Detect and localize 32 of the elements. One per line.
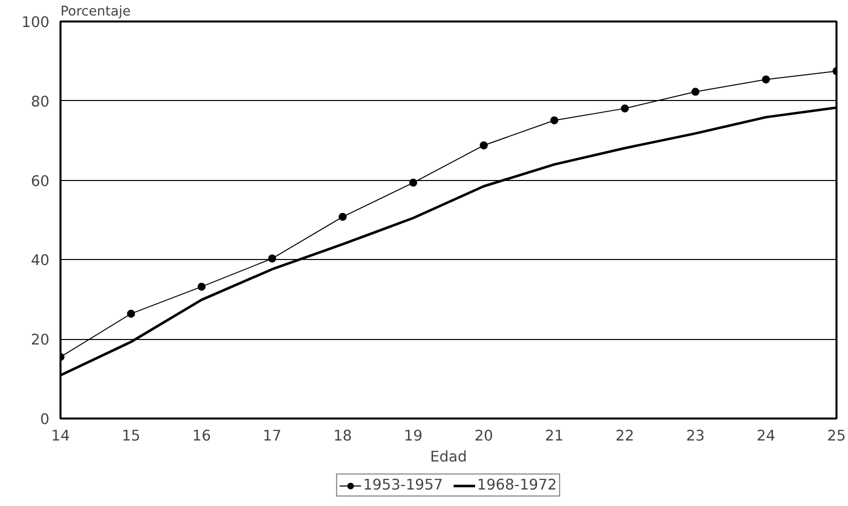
x-tick-label: 14 <box>51 428 70 444</box>
x-tick-label: 23 <box>686 428 705 444</box>
legend-label: 1968-1972 <box>477 476 557 494</box>
x-tick-label: 24 <box>756 428 776 444</box>
y-tick-label: 60 <box>30 172 50 190</box>
x-tick-label: 19 <box>404 428 423 444</box>
point <box>338 212 347 221</box>
point <box>198 282 206 291</box>
point <box>691 88 700 96</box>
x-axis-title: Edad <box>430 448 467 466</box>
y-tick-label: 80 <box>30 93 50 110</box>
point <box>762 75 770 84</box>
y-tick-label: 0 <box>40 411 50 428</box>
x-tick-label: 20 <box>474 428 494 444</box>
point <box>268 254 276 262</box>
x-tick-label: 16 <box>192 428 211 444</box>
x-tick-label: 18 <box>333 428 352 444</box>
x-tick-label: 17 <box>262 428 282 444</box>
x-tick-label: 15 <box>122 428 140 444</box>
point <box>620 104 629 112</box>
point <box>127 310 136 318</box>
x-tick-label: 25 <box>827 428 846 444</box>
y-tick-label: 20 <box>30 332 50 349</box>
legend-label: 1953-1957 <box>363 476 443 494</box>
point <box>550 116 558 124</box>
x-tick-label: 22 <box>616 428 634 444</box>
y-tick-label: 100 <box>22 14 50 31</box>
y-tick-label: 40 <box>30 252 50 270</box>
y-axis-title: Porcentaje <box>60 4 131 20</box>
point <box>409 178 418 187</box>
x-tick-label: 21 <box>544 428 564 444</box>
point <box>480 141 488 150</box>
